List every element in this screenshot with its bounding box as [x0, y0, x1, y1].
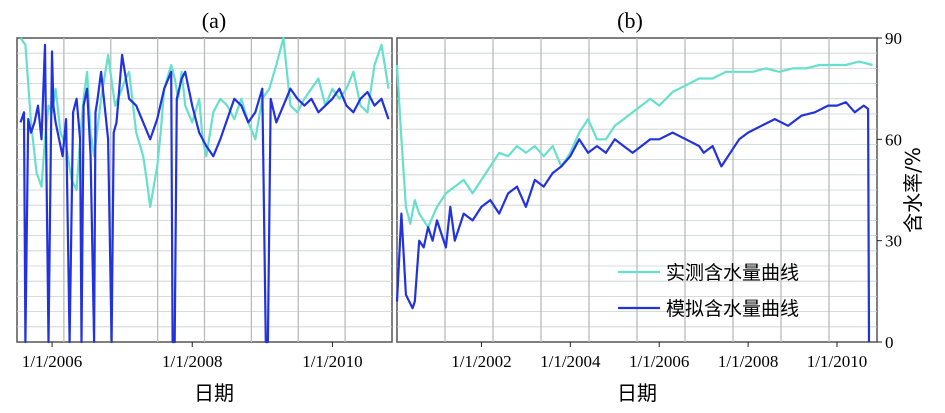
legend-label-measured: 实测含水量曲线	[666, 262, 799, 284]
x-tick-label: 1/1/2010	[302, 352, 362, 371]
panel-b-grid	[397, 38, 877, 342]
series-line-measured	[19, 36, 390, 208]
series-line-simulated	[395, 101, 871, 343]
y-tick-label: 60	[885, 130, 902, 149]
panel-a-grid	[17, 38, 392, 342]
panel-a: (a) 1/1/2006 1/1/2008 1/1/2010 日期	[16, 8, 393, 405]
y-tick-label: 90	[885, 29, 902, 48]
x-tick-label: 1/1/2002	[451, 352, 511, 371]
x-tick-label: 1/1/2006	[22, 352, 82, 371]
panel-a-label: (a)	[202, 8, 226, 33]
panel-b-x-axis-title: 日期	[617, 381, 657, 405]
x-tick-label: 1/1/2008	[162, 352, 222, 371]
panel-b-label: (b)	[617, 8, 643, 33]
x-tick-label: 1/1/2006	[629, 352, 689, 371]
panel-b-x-ticks: 1/1/2002 1/1/2004 1/1/2006 1/1/2008 1/1/2010	[451, 342, 867, 371]
x-tick-label: 1/1/2010	[807, 352, 867, 371]
panel-b: (b) 1/1/2002 1/1/2004 1/1/2006 1/1/2008 1/1/…	[395, 8, 925, 405]
y-tick-label: 30	[885, 232, 902, 251]
panel-b-y-ticks: 0 30 60 90	[877, 29, 902, 352]
legend: 实测含水量曲线 模拟含水量曲线	[618, 262, 799, 320]
series-line-measured	[395, 60, 873, 229]
x-tick-label: 1/1/2004	[540, 352, 601, 371]
series-line-simulated	[19, 43, 390, 344]
y-tick-label: 0	[885, 333, 894, 352]
panel-b-y-axis-title: 含水率/%	[901, 147, 925, 233]
x-tick-label: 1/1/2008	[718, 352, 778, 371]
panel-b-series	[395, 60, 873, 343]
legend-label-simulated: 模拟含水量曲线	[666, 298, 799, 320]
panel-a-series	[19, 36, 390, 344]
panel-a-x-ticks: 1/1/2006 1/1/2008 1/1/2010	[22, 342, 363, 371]
panel-a-x-axis-title: 日期	[194, 381, 234, 405]
